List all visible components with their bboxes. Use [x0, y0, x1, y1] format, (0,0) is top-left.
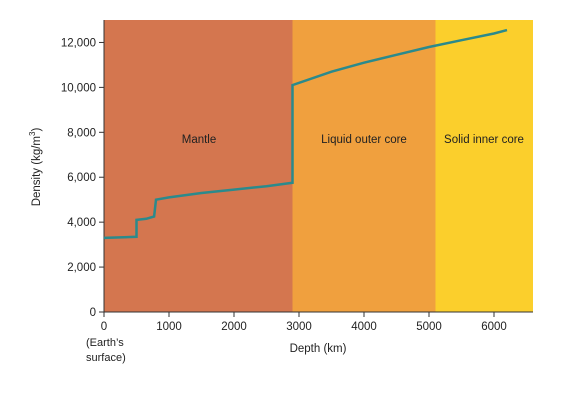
x-tick-label-0: 0	[101, 321, 107, 333]
x-tick-label-3: 3000	[286, 321, 312, 333]
x-tick-label-4: 4000	[351, 321, 377, 333]
y-tick-label-3: 6,000	[67, 172, 96, 184]
x0-note-line1: (Earth’s	[86, 337, 124, 349]
region-band-1	[292, 20, 436, 312]
depth-regions	[104, 20, 533, 312]
y-tick-label-5: 10,000	[61, 82, 96, 94]
region-band-2	[435, 20, 533, 312]
y-axis-title-superscript: 3	[28, 131, 37, 136]
y-tick-label-6: 12,000	[61, 37, 96, 49]
density-series	[103, 28, 508, 240]
region-label-outer-core: Liquid outer core	[321, 134, 407, 146]
y-tick-label-0: 0	[90, 307, 96, 319]
x-axis-title: Depth (km)	[290, 343, 347, 355]
y-tick-label-4: 8,000	[67, 127, 96, 139]
density-line-0	[103, 28, 508, 240]
x-tick-label-5: 5000	[416, 321, 442, 333]
region-band-0	[104, 20, 293, 312]
axes	[103, 20, 533, 313]
x-tick-label-2: 2000	[221, 321, 247, 333]
x0-note-line2: surface)	[86, 352, 126, 364]
region-label-inner-core: Solid inner core	[444, 134, 524, 146]
x-tick-label-6: 6000	[481, 321, 507, 333]
y-axis-title-close: )	[31, 128, 43, 132]
region-label-mantle: Mantle	[182, 134, 217, 146]
y-tick-label-1: 2,000	[67, 262, 96, 274]
y-tick-label-2: 4,000	[67, 217, 96, 229]
y-axis-title: Density (kg/m3)	[28, 128, 43, 207]
ticks: 0 2,000 4,000 6,000 8,000 10,000 12,000 0 1000 20…	[61, 37, 507, 333]
x-tick-label-1: 1000	[156, 321, 182, 333]
y-axis-title-main: Density (kg/m	[31, 136, 43, 206]
